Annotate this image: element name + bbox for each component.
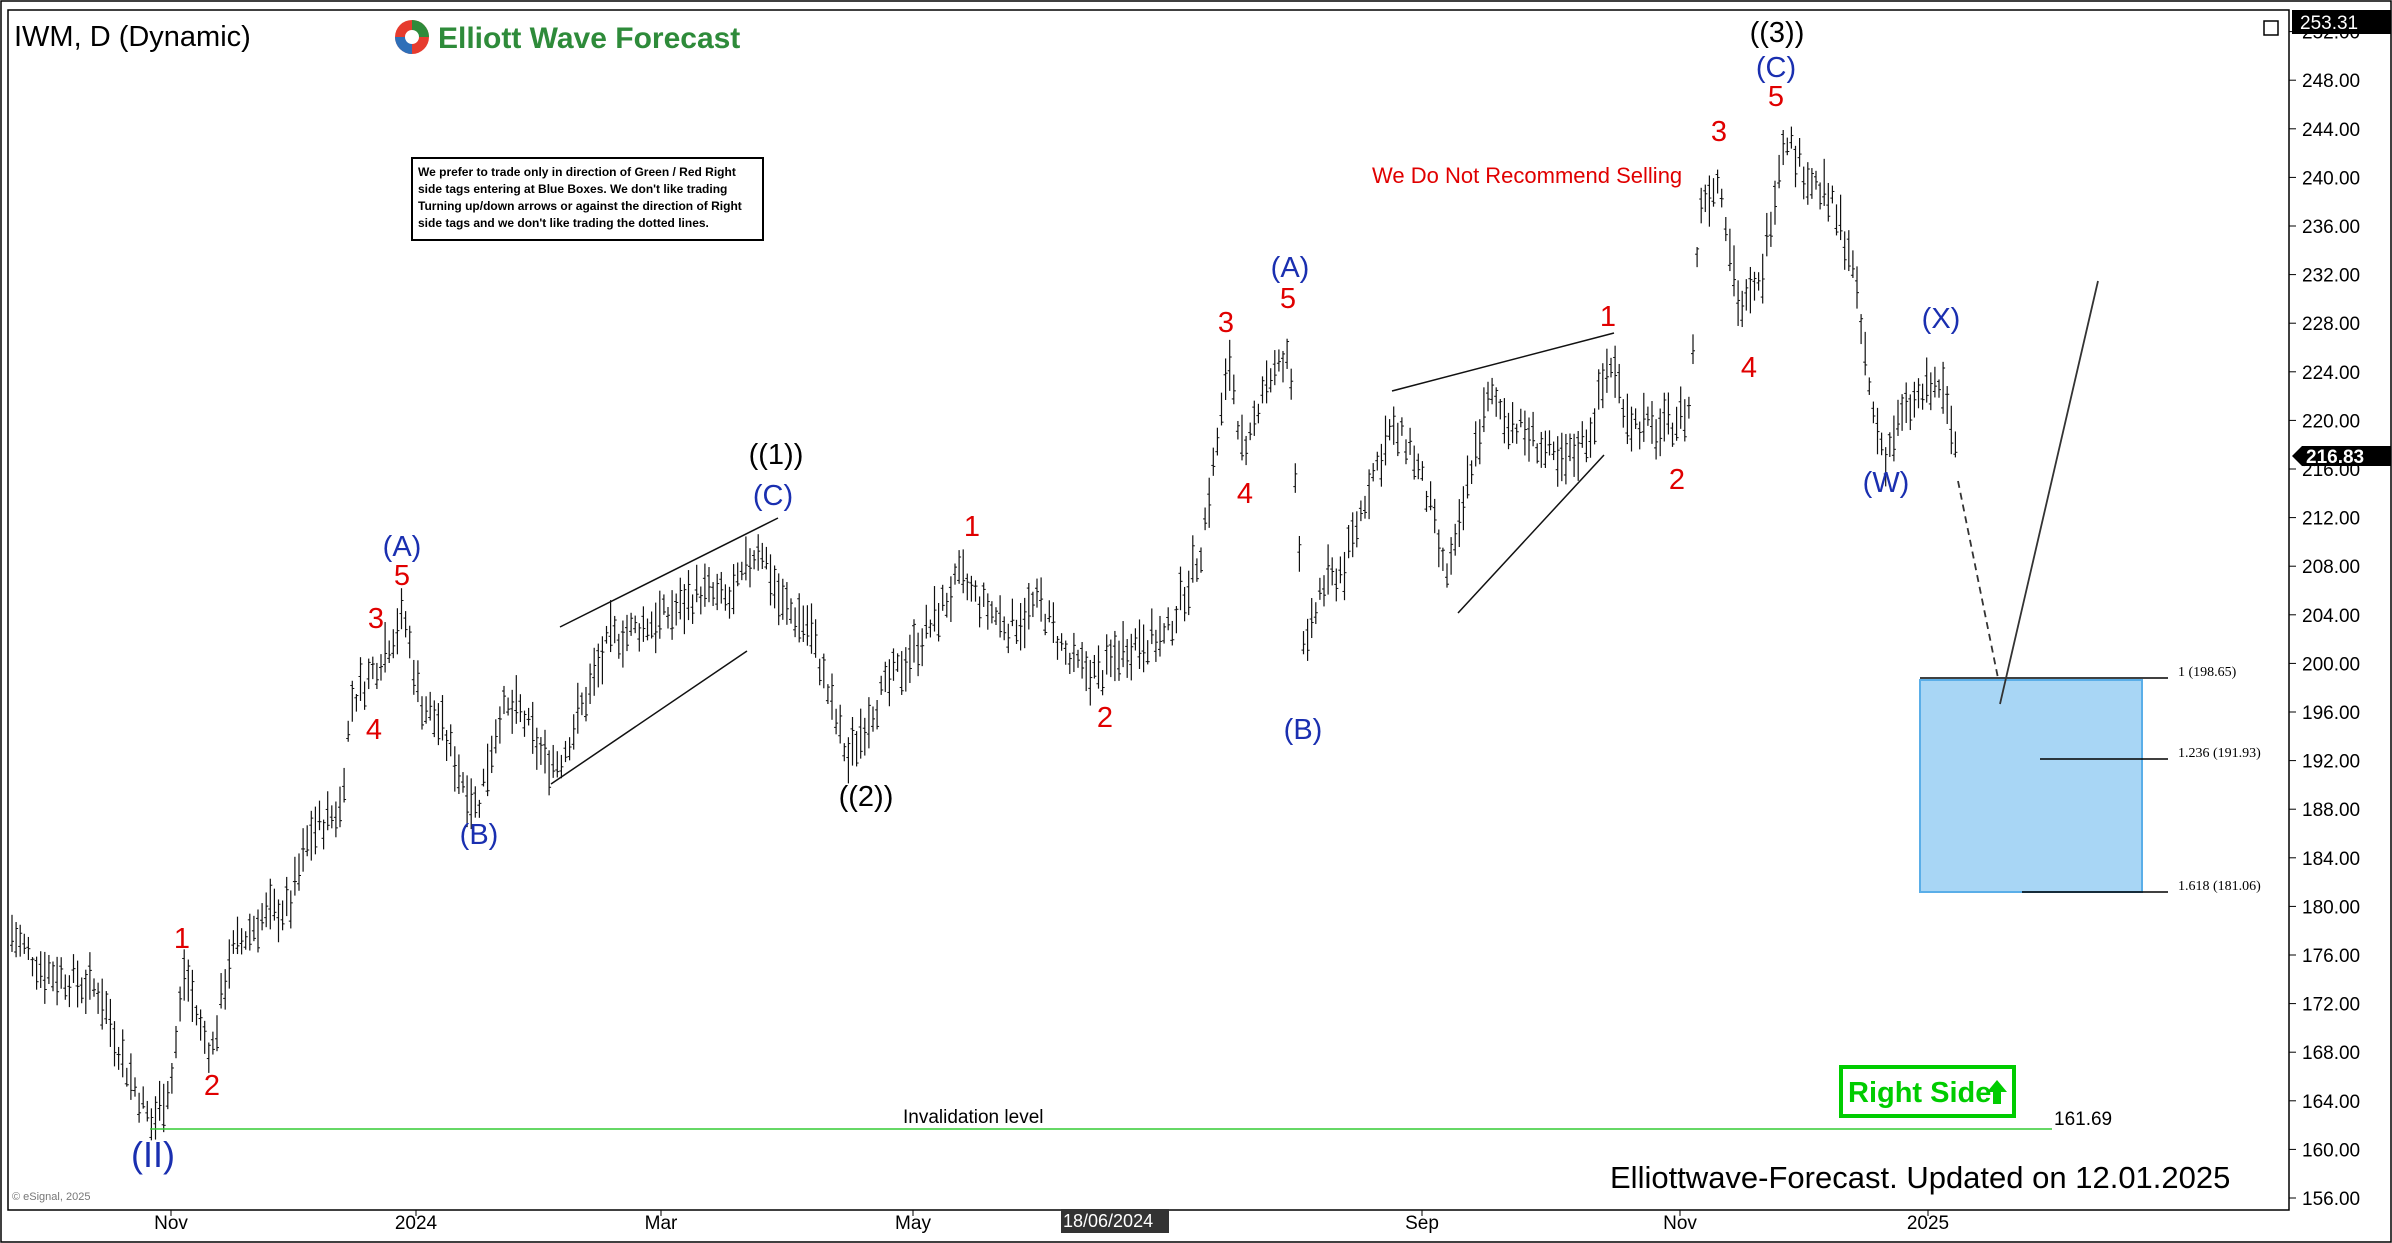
price-tick-label: 232.00 — [2302, 266, 2360, 287]
disclaimer-box — [411, 157, 764, 241]
wave-label: 5 — [1768, 81, 1784, 113]
wave-label: 5 — [1280, 283, 1296, 315]
notice-text: We Do Not Recommend Selling — [1372, 163, 1682, 188]
wave-label: (B) — [460, 819, 499, 851]
updated-text: Elliottwave-Forecast. Updated on 12.01.2… — [1610, 1160, 2230, 1195]
wave-label: 1 — [1600, 301, 1616, 333]
wave-label: 4 — [1741, 352, 1757, 384]
price-bars — [10, 126, 1958, 1141]
price-tick-label: 220.00 — [2302, 411, 2360, 432]
wave-label: ((3)) — [1750, 17, 1805, 49]
price-tick-label: 236.00 — [2302, 217, 2360, 238]
wave-label: 3 — [368, 603, 384, 635]
wave-label: 1 — [964, 511, 980, 543]
wave-lines — [550, 332, 1615, 785]
logo: Elliott Wave Forecast — [395, 20, 740, 55]
time-tick-label: 2024 — [395, 1213, 438, 1234]
wave-label: (B) — [1284, 714, 1323, 746]
price-tick-label: 172.00 — [2302, 995, 2360, 1016]
wave-label: (A) — [1271, 252, 1310, 284]
price-tick-label: 188.00 — [2302, 800, 2360, 821]
wave-label: (X) — [1922, 303, 1961, 335]
wave-label: 3 — [1711, 116, 1727, 148]
wave-label: 4 — [1237, 478, 1253, 510]
disclaimer-line-2: side tags entering at Blue Boxes. We don… — [418, 182, 727, 196]
price-tick-label: 176.00 — [2302, 946, 2360, 967]
price-tick-label: 200.00 — [2302, 654, 2360, 675]
symbol-title: IWM, D (Dynamic) — [14, 21, 251, 53]
channel-line — [559, 517, 779, 628]
right-side-label: Right Side — [1848, 1077, 1991, 1109]
price-tick-label: 180.00 — [2302, 897, 2360, 918]
wave-label: (C) — [753, 480, 793, 512]
last-price-badge — [2292, 446, 2391, 466]
blue-box-target-zone — [1919, 679, 2143, 893]
wave-label: ((1)) — [749, 439, 804, 471]
invalidation-label: Invalidation level — [903, 1107, 1043, 1128]
top-price-badge — [2292, 10, 2391, 34]
wave-label: 3 — [1218, 307, 1234, 339]
price-tick-label: 240.00 — [2302, 168, 2360, 189]
price-tick-label: 228.00 — [2302, 314, 2360, 335]
wave-label: 2 — [204, 1070, 220, 1102]
fib-label-1236: 1.236 (191.93) — [2178, 746, 2261, 761]
wave-label: 2 — [1669, 464, 1685, 496]
wave-label: ((2)) — [839, 781, 894, 813]
price-tick-label: 164.00 — [2302, 1092, 2360, 1113]
time-tick-label: 2025 — [1907, 1213, 1949, 1234]
fib-label-1: 1 (198.65) — [2178, 665, 2237, 680]
price-tick-label: 160.00 — [2302, 1140, 2360, 1161]
channel-line — [1457, 454, 1605, 614]
price-tick-label: 224.00 — [2302, 363, 2360, 384]
price-tick-label: 204.00 — [2302, 606, 2360, 627]
logo-text: Elliott Wave Forecast — [438, 22, 740, 55]
disclaimer-line-4: side tags and we don't like trading the … — [418, 216, 709, 230]
price-tick-label: 248.00 — [2302, 71, 2360, 92]
fib-label-1618: 1.618 (181.06) — [2178, 879, 2261, 894]
time-tick-label: May — [895, 1213, 931, 1234]
price-tick-label: 156.00 — [2302, 1189, 2360, 1210]
top-price-value: 253.31 — [2300, 13, 2358, 34]
wave-label: 5 — [394, 560, 410, 592]
time-tick-label: Sep — [1405, 1213, 1439, 1234]
time-tick-label: Mar — [645, 1213, 678, 1234]
channel-line — [1391, 332, 1615, 392]
date-cursor-badge — [1061, 1209, 1169, 1233]
price-axis: 252.00248.00244.00240.00236.00232.00228.… — [2289, 23, 2360, 1210]
wave-label: (W) — [1863, 467, 1910, 499]
projection-up-line — [1999, 280, 2099, 705]
price-tick-label: 192.00 — [2302, 752, 2360, 773]
wave-label: (C) — [1756, 52, 1796, 84]
price-tick-label: 196.00 — [2302, 703, 2360, 724]
wave-label: 2 — [1097, 702, 1113, 734]
time-axis: Nov 2024 Mar May Sep Nov 2025 — [154, 1210, 1949, 1234]
wave-label: (II) — [131, 1134, 175, 1175]
copyright-text: © eSignal, 2025 — [12, 1191, 90, 1203]
disclaimer-line-3: Turning up/down arrows or against the di… — [418, 199, 742, 213]
projection-dashed-line — [1957, 480, 1999, 679]
time-tick-label: Nov — [1663, 1213, 1697, 1234]
last-price-value: 216.83 — [2306, 447, 2364, 468]
price-tick-label: 168.00 — [2302, 1043, 2360, 1064]
price-tick-label: 212.00 — [2302, 509, 2360, 530]
price-tick-label: 244.00 — [2302, 120, 2360, 141]
disclaimer-line-1: We prefer to trade only in direction of … — [418, 165, 736, 179]
price-tick-label: 208.00 — [2302, 557, 2360, 578]
time-tick-label: Nov — [154, 1213, 188, 1234]
channel-line — [550, 650, 748, 785]
arrow-up-icon — [1987, 1080, 2007, 1104]
price-tick-label: 184.00 — [2302, 849, 2360, 870]
wave-label: (A) — [383, 531, 422, 563]
window-icon[interactable] — [2263, 20, 2279, 36]
invalidation-value: 161.69 — [2054, 1109, 2112, 1130]
wave-label: 1 — [174, 923, 190, 955]
wave-label: 4 — [366, 714, 382, 746]
date-cursor-label: 18/06/2024 — [1063, 1211, 1153, 1231]
right-side-tag — [1839, 1065, 2016, 1118]
